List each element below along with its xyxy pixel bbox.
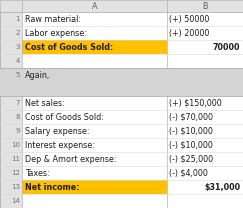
Bar (22, 180, 167, 194)
Text: 14: 14 (11, 198, 20, 204)
Bar (167, 68, 243, 82)
Bar (22, 124, 167, 138)
Text: 9: 9 (15, 128, 20, 134)
Bar (22, 0, 167, 12)
Text: 11: 11 (11, 156, 20, 162)
Text: 12: 12 (11, 170, 20, 176)
Bar (0, 110, 22, 124)
Bar (0, 166, 22, 180)
Bar (22, 110, 167, 124)
Bar (0, 152, 22, 166)
Bar (22, 12, 167, 26)
Text: Net income:: Net income: (25, 182, 79, 192)
Bar (22, 138, 167, 152)
Bar (167, 82, 243, 96)
Bar (167, 166, 243, 180)
Bar (0, 40, 22, 54)
Text: (+) 50000: (+) 50000 (169, 15, 209, 24)
Bar (0, 54, 22, 68)
Text: Net sales:: Net sales: (25, 99, 64, 108)
Bar (22, 194, 167, 208)
Bar (167, 40, 243, 54)
Bar (22, 40, 167, 54)
Text: B: B (202, 1, 208, 11)
Text: Raw material:: Raw material: (25, 15, 81, 24)
Text: $31,000: $31,000 (204, 182, 240, 192)
Text: Cost of Goods Sold:: Cost of Goods Sold: (25, 113, 104, 121)
Text: (+) $150,000: (+) $150,000 (169, 99, 222, 108)
Text: (-) $10,000: (-) $10,000 (169, 126, 213, 136)
Text: 1: 1 (15, 16, 20, 22)
Bar (22, 26, 167, 40)
Bar (0, 96, 243, 208)
Bar (0, 180, 22, 194)
Bar (0, 68, 22, 82)
Text: 3: 3 (15, 44, 20, 50)
Text: Interest expense:: Interest expense: (25, 141, 95, 150)
Bar (0, 12, 243, 68)
Text: (-) $4,000: (-) $4,000 (169, 168, 208, 177)
Bar (0, 82, 22, 96)
Text: Taxes:: Taxes: (25, 168, 49, 177)
Bar (22, 152, 167, 166)
Bar (167, 12, 243, 26)
Text: Salary expense:: Salary expense: (25, 126, 89, 136)
Text: 10: 10 (11, 142, 20, 148)
Bar (167, 26, 243, 40)
Text: 7: 7 (15, 100, 20, 106)
Text: 70000: 70000 (213, 43, 240, 52)
Text: 13: 13 (11, 184, 20, 190)
Bar (167, 110, 243, 124)
Text: 8: 8 (15, 114, 20, 120)
Text: Again,: Again, (25, 71, 50, 79)
Text: Cost of Goods Sold:: Cost of Goods Sold: (25, 43, 113, 52)
Bar (0, 96, 22, 110)
Text: (-) $10,000: (-) $10,000 (169, 141, 213, 150)
Bar (22, 166, 167, 180)
Bar (167, 124, 243, 138)
Bar (167, 152, 243, 166)
Bar (22, 96, 167, 110)
Text: A: A (92, 1, 97, 11)
Bar (22, 82, 167, 96)
Text: 2: 2 (16, 30, 20, 36)
Bar (167, 54, 243, 68)
Bar (167, 0, 243, 12)
Bar (22, 68, 167, 82)
Text: 5: 5 (16, 72, 20, 78)
Text: (-) $70,000: (-) $70,000 (169, 113, 213, 121)
Text: Labor expense:: Labor expense: (25, 28, 87, 38)
Text: 4: 4 (16, 58, 20, 64)
Bar (0, 138, 22, 152)
Bar (167, 194, 243, 208)
Bar (167, 180, 243, 194)
Bar (0, 194, 22, 208)
Bar (167, 96, 243, 110)
Bar (167, 138, 243, 152)
Bar (0, 26, 22, 40)
Text: Dep & Amort expense:: Dep & Amort expense: (25, 155, 116, 163)
Bar (0, 12, 22, 26)
Bar (22, 54, 167, 68)
Text: (+) 20000: (+) 20000 (169, 28, 209, 38)
Text: (-) $25,000: (-) $25,000 (169, 155, 213, 163)
Bar (0, 0, 22, 12)
Bar (0, 124, 22, 138)
